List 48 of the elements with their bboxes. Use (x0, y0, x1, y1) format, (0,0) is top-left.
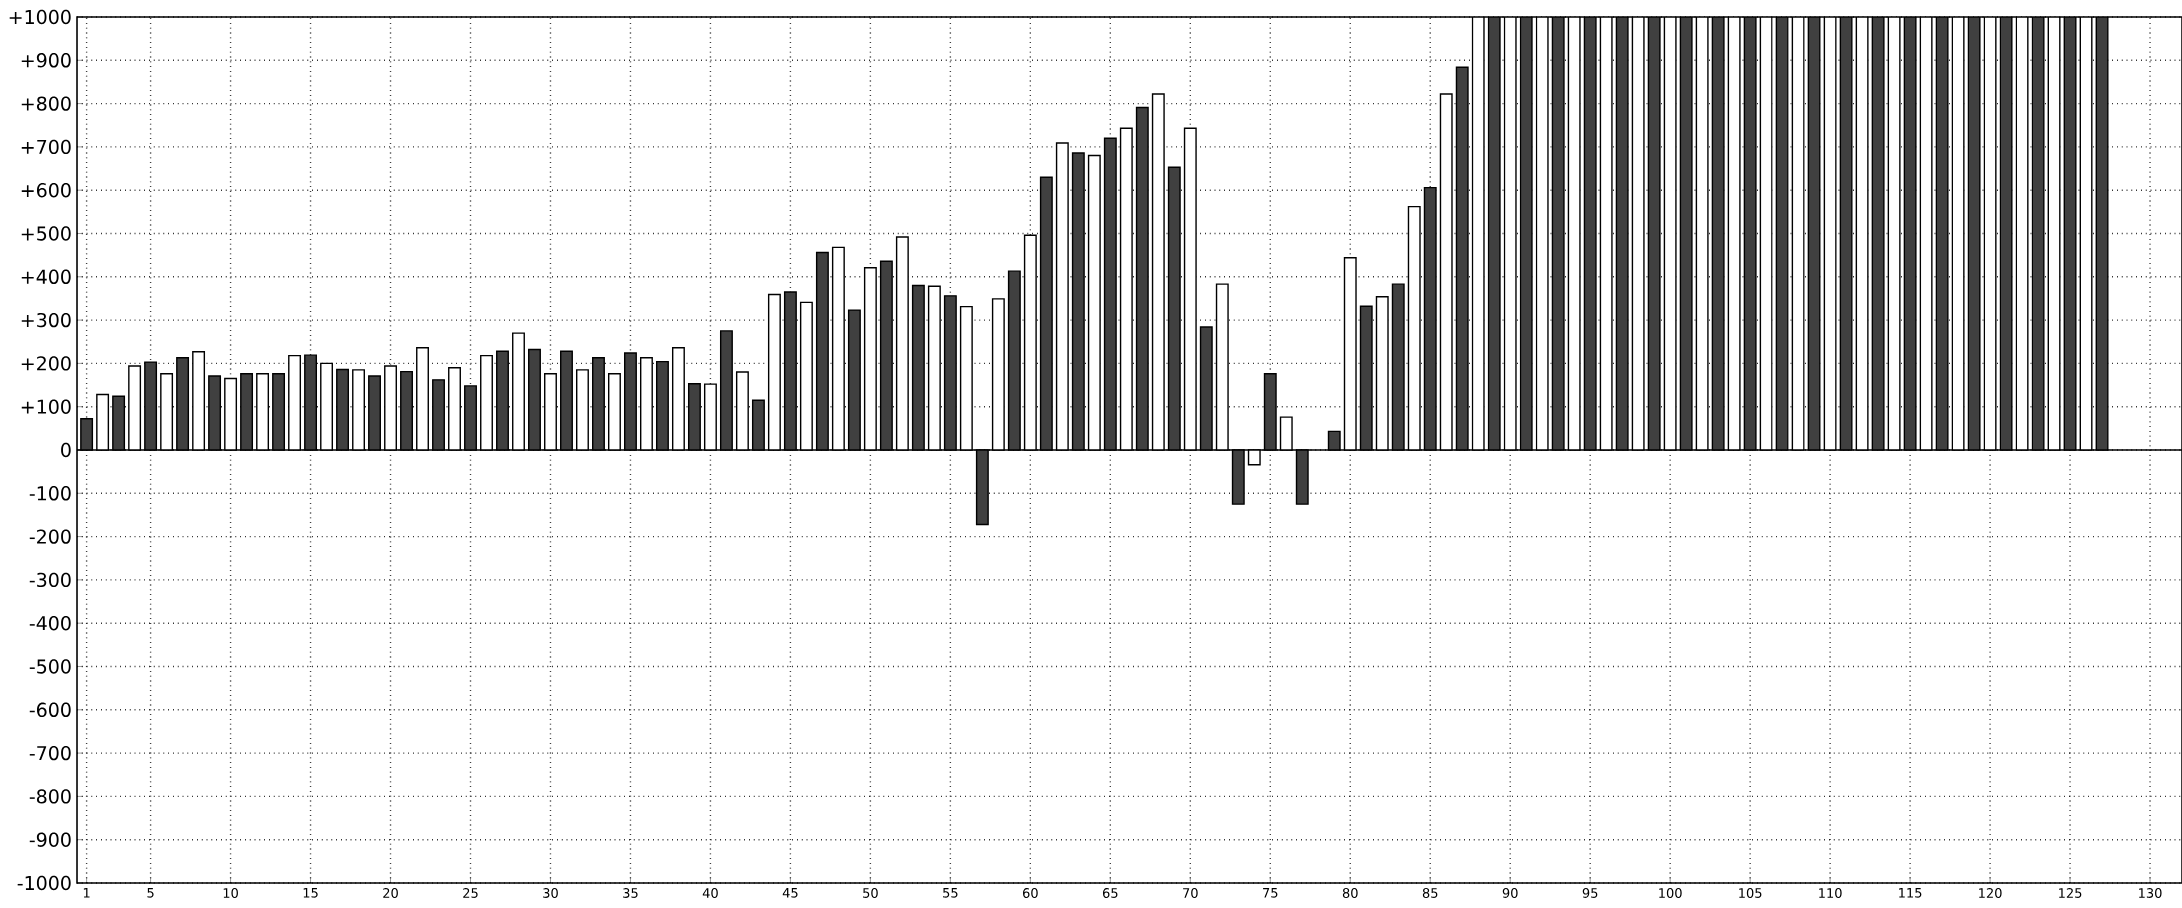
y-tick-label: +300 (21, 312, 71, 328)
x-tick-label: 55 (943, 888, 958, 898)
x-tick-label: 80 (1342, 888, 1358, 898)
x-tick-label: 120 (1979, 888, 2002, 898)
x-tick-label: 35 (623, 888, 638, 898)
y-tick-label: -500 (29, 659, 71, 674)
x-tick-label: 5 (147, 888, 154, 898)
x-tick-label: 45 (782, 888, 798, 898)
x-tick-label: 30 (543, 888, 558, 898)
x-tick-label: 15 (303, 888, 318, 898)
x-tick-label: 10 (223, 888, 238, 898)
x-tick-label: 85 (1422, 888, 1438, 898)
y-tick-label: -300 (29, 572, 71, 588)
y-tick-label: +500 (21, 226, 71, 241)
y-tick-label: +1000 (9, 9, 71, 25)
x-tick-label: 130 (2139, 888, 2162, 898)
x-tick-label: 25 (463, 888, 478, 898)
x-tick-label: 100 (1659, 888, 1682, 898)
x-tick-label: 115 (1899, 888, 1922, 898)
x-tick-label: 65 (1102, 888, 1118, 898)
y-tick-label: -200 (29, 529, 71, 544)
y-tick-label: -400 (29, 615, 71, 631)
x-tick-label: 70 (1183, 888, 1198, 898)
x-tick-label: 95 (1582, 888, 1598, 898)
y-tick-label: 0 (61, 442, 71, 458)
x-tick-label: 1 (83, 888, 90, 898)
x-tick-label: 60 (1022, 888, 1038, 898)
y-tick-label: +200 (21, 356, 71, 371)
x-tick-label: 20 (383, 888, 398, 898)
y-tick-label: +400 (21, 269, 71, 284)
x-tick-label: 110 (1819, 888, 1842, 898)
y-tick-label: -600 (29, 702, 71, 717)
x-tick-label: 105 (1739, 888, 1762, 898)
y-tick-label: +800 (21, 96, 71, 111)
x-tick-label: 90 (1502, 888, 1518, 898)
x-tick-label: 40 (702, 888, 718, 898)
x-tick-label: 50 (863, 888, 878, 898)
y-tick-label: +900 (21, 53, 71, 68)
y-tick-label: -1000 (17, 875, 71, 891)
y-tick-label: +700 (21, 139, 71, 155)
y-tick-label: +100 (21, 399, 71, 414)
y-tick-label: -100 (29, 486, 71, 501)
y-tick-label: -800 (29, 789, 71, 804)
y-tick-label: +600 (21, 182, 71, 198)
y-tick-label: -900 (29, 832, 71, 847)
y-tick-label: -700 (29, 745, 71, 761)
x-tick-label: 75 (1263, 888, 1278, 898)
x-tick-label: 125 (2059, 888, 2082, 898)
